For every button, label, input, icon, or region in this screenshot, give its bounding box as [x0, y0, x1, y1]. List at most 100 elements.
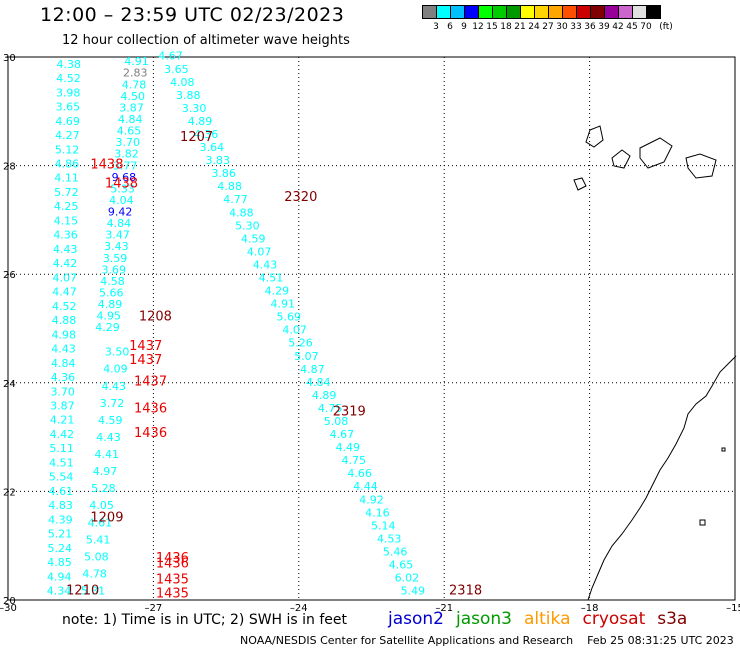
wave-height-point: 4.47 — [52, 286, 77, 299]
scale-label: 39 — [598, 22, 610, 32]
y-tick-label: 22 — [3, 487, 16, 498]
footer-credit-text: NOAA/NESDIS Center for Satellite Applica… — [240, 634, 574, 647]
wave-height-point: 4.84 — [118, 113, 143, 126]
wave-height-point: 3.70 — [115, 136, 140, 149]
wave-height-point: 4.89 — [188, 115, 213, 128]
coastline — [611, 149, 631, 169]
wave-height-point: 4.78 — [82, 568, 107, 581]
wave-height-point: 4.39 — [48, 513, 73, 526]
wave-height-point: 3.47 — [105, 229, 130, 242]
wave-height-point: 4.59 — [241, 232, 266, 245]
wave-height-point: 4.41 — [95, 448, 120, 461]
map-title: 12:00 – 23:59 UTC 02/23/2023 — [40, 4, 345, 26]
pass-time-label: 1208 — [139, 309, 172, 324]
wave-height-point: 4.94 — [47, 570, 72, 583]
wave-height-point: 3.87 — [50, 400, 75, 413]
wave-height-point: 3.83 — [206, 154, 231, 167]
wave-height-point: 5.46 — [383, 545, 408, 558]
pass-time-label: 1437 — [129, 339, 162, 354]
wave-height-point: 4.58 — [100, 275, 125, 288]
wave-height-point: 3.59 — [103, 252, 128, 265]
wave-height-point: 3.65 — [164, 63, 189, 76]
wave-height-point: 4.84 — [107, 217, 132, 230]
wave-height-point: 3.98 — [56, 86, 81, 99]
y-tick-label: 26 — [3, 270, 16, 281]
wave-height-point: 5.30 — [235, 219, 259, 232]
wave-height-point: 9.68 — [112, 171, 136, 184]
wave-height-point: 4.42 — [53, 257, 78, 270]
wave-height-point: 4.07 — [282, 324, 307, 337]
wave-height-point: 4.83 — [48, 499, 73, 512]
footer-credit: NOAA/NESDIS Center for Satellite Applica… — [240, 634, 734, 647]
scale-label: 6 — [447, 22, 453, 32]
wave-height-point: 4.65 — [117, 125, 142, 138]
wave-height-point: 3.69 — [102, 263, 127, 276]
wave-height-point: 4.53 — [377, 532, 402, 545]
scale-label: 3 — [433, 22, 439, 32]
wave-height-point: 4.16 — [365, 506, 390, 519]
wave-height-point: 4.27 — [55, 129, 79, 142]
wave-height-point: 4.09 — [103, 363, 128, 376]
wave-height-point: 5.08 — [324, 415, 349, 428]
pass-time-label: 1435 — [156, 573, 189, 588]
wave-height-point: 4.51 — [259, 271, 284, 284]
coastline — [585, 125, 604, 148]
wave-height-point: 4.78 — [122, 78, 147, 91]
wave-height-point: 3.64 — [200, 141, 225, 154]
color-scale-labels: 3 6 9 12 15 18 21 24 27 30 33 36 39 42 45 70 (ft) — [422, 22, 740, 34]
scale-label: 30 — [556, 22, 568, 32]
legend-jason2: jason2 — [388, 609, 444, 629]
legend-s3a: s3a — [657, 609, 688, 629]
wave-height-point: 3.65 — [56, 101, 81, 114]
wave-height-point: 3.87 — [119, 101, 143, 114]
wave-height-point: 4.75 — [318, 402, 343, 415]
wave-height-point: 4.42 — [50, 428, 75, 441]
wave-height-point: 4.51 — [49, 456, 74, 469]
wave-height-point: 5.41 — [86, 533, 111, 546]
scale-label: 33 — [570, 22, 582, 32]
scale-label: 12 — [472, 22, 484, 32]
pass-time-label: 1436 — [134, 402, 167, 417]
wave-height-point: 4.11 — [54, 172, 79, 185]
wave-height-point: 4.61 — [49, 485, 74, 498]
wave-height-point: 3.30 — [182, 102, 207, 115]
wave-height-point: 4.77 — [223, 193, 248, 206]
wave-height-point: 4.66 — [347, 467, 372, 480]
wave-height-point: 4.84 — [51, 357, 75, 370]
wave-height-point: 4.36 — [53, 229, 78, 242]
x-tick-label: –24 — [290, 603, 308, 614]
wave-height-point: 4.07 — [247, 245, 272, 258]
coastline — [639, 137, 673, 169]
wave-height-point: 5.28 — [91, 482, 116, 495]
wave-height-point: 4.75 — [341, 454, 366, 467]
wave-height-point: 4.88 — [229, 206, 254, 219]
island-outline — [699, 519, 706, 526]
wave-height-point: 4.05 — [89, 499, 114, 512]
wave-height-point: 5.66 — [99, 287, 124, 300]
y-tick-label: 30 — [3, 53, 16, 64]
y-tick-label: 28 — [3, 162, 16, 173]
wave-height-point: 3.43 — [104, 240, 128, 253]
wave-height-point: 3.86 — [211, 167, 236, 180]
pass-time-label: 1438 — [105, 176, 138, 191]
x-tick-label: –27 — [145, 603, 163, 614]
wave-height-point: 4.67 — [158, 50, 183, 63]
wave-height-point: 4.91 — [124, 55, 149, 68]
wave-height-point: 4.98 — [51, 328, 76, 341]
wave-height-point: 4.29 — [265, 285, 290, 298]
wave-height-point: 4.85 — [47, 556, 72, 569]
wave-height-point: 4.36 — [194, 128, 219, 141]
pass-time-label: 1437 — [134, 375, 167, 390]
island-outline — [721, 447, 726, 452]
wave-height-point: 4.43 — [53, 243, 77, 256]
wave-height-point: 4.43 — [51, 343, 76, 356]
wave-height-point: 5.21 — [48, 528, 72, 541]
wave-height-point: 5.07 — [294, 350, 319, 363]
wave-height-point: 4.65 — [389, 558, 414, 571]
wave-height-point: 4.67 — [330, 428, 355, 441]
wave-height-point: 4.29 — [95, 321, 120, 334]
wave-height-point: 4.36 — [51, 371, 76, 384]
wave-height-point: 4.91 — [271, 298, 296, 311]
scale-label: (ft) — [659, 22, 673, 32]
